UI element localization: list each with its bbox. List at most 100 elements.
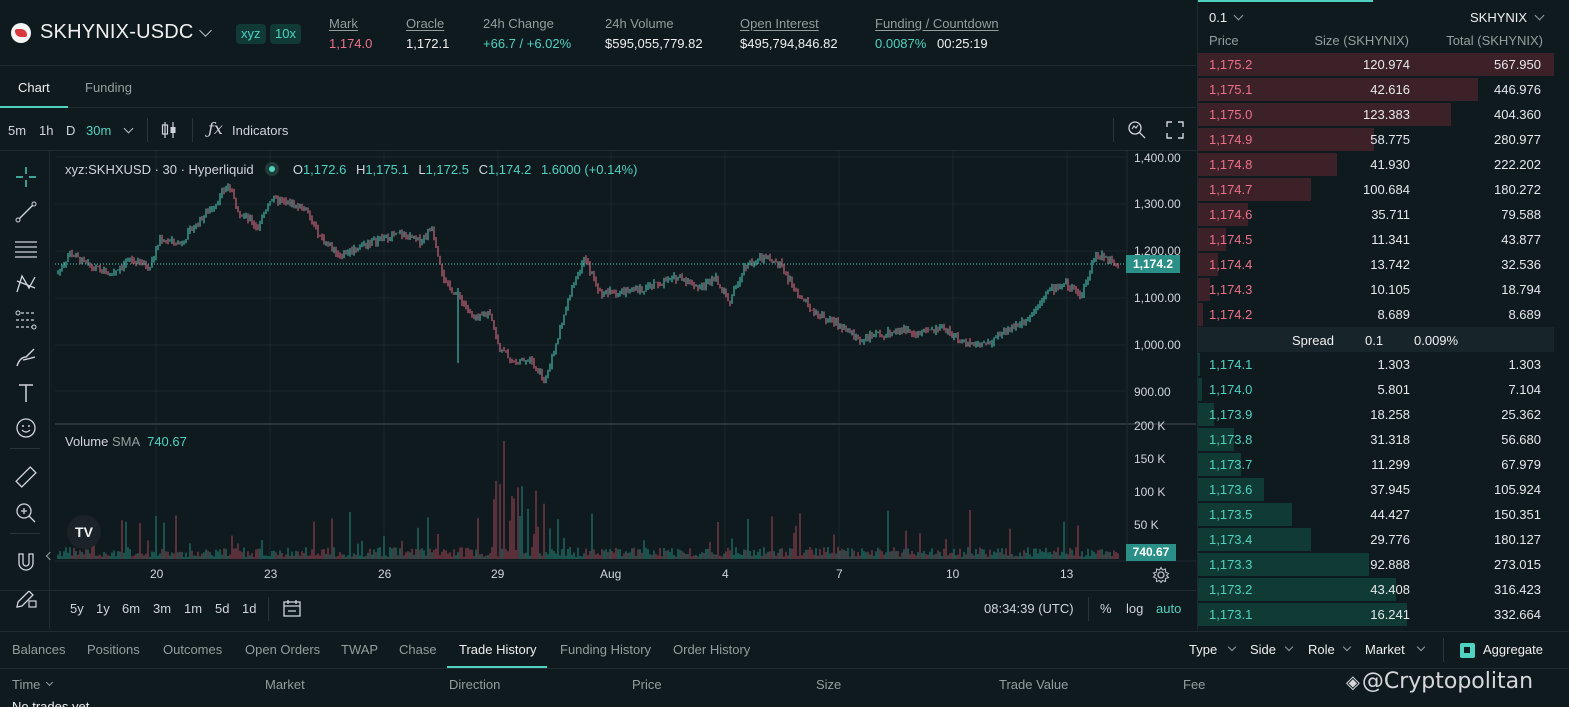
orderbook-price[interactable]: 1,174.8 bbox=[1209, 157, 1253, 172]
ask-row[interactable]: 1,174.9 58.775 280.977 bbox=[1198, 127, 1554, 151]
orderbook-price[interactable]: 1,175.0 bbox=[1209, 107, 1253, 122]
settings-gear-icon[interactable] bbox=[1152, 566, 1170, 584]
sort-chevron-icon[interactable] bbox=[45, 678, 54, 687]
magnet-icon[interactable] bbox=[14, 550, 38, 574]
ruler-icon[interactable] bbox=[14, 465, 38, 489]
bid-row[interactable]: 1,173.7 11.299 67.979 bbox=[1198, 452, 1554, 476]
emoji-icon[interactable] bbox=[14, 416, 38, 440]
tab-twap[interactable]: TWAP bbox=[341, 642, 379, 657]
bid-row[interactable]: 1,173.5 44.427 150.351 bbox=[1198, 502, 1554, 526]
range-1m[interactable]: 1m bbox=[184, 601, 203, 616]
asset-unit-select[interactable]: SKHYNIX bbox=[1470, 10, 1528, 25]
ask-row[interactable]: 1,175.1 42.616 446.976 bbox=[1198, 77, 1554, 101]
oracle-label[interactable]: Oracle bbox=[406, 16, 445, 31]
open-interest-label[interactable]: Open Interest bbox=[740, 16, 819, 31]
orderbook-price[interactable]: 1,175.2 bbox=[1209, 57, 1253, 72]
bid-row[interactable]: 1,173.3 92.888 273.015 bbox=[1198, 552, 1554, 576]
orderbook-price[interactable]: 1,173.5 bbox=[1209, 507, 1253, 522]
filter-type[interactable]: Type bbox=[1189, 642, 1218, 657]
col-time[interactable]: Time bbox=[12, 677, 41, 692]
timeframe-30m[interactable]: 30m bbox=[86, 123, 112, 138]
bid-row[interactable]: 1,173.6 37.945 105.924 bbox=[1198, 477, 1554, 501]
orderbook-price[interactable]: 1,173.4 bbox=[1209, 532, 1253, 547]
orderbook-price[interactable]: 1,174.4 bbox=[1209, 257, 1253, 272]
percent-toggle[interactable]: % bbox=[1100, 601, 1112, 616]
chart-area[interactable]: 5m 1h D 30m ƒx Indicators bbox=[0, 109, 1196, 630]
orderbook-price[interactable]: 1,174.1 bbox=[1209, 357, 1253, 372]
chevron-down-icon[interactable] bbox=[1227, 642, 1237, 652]
range-5d[interactable]: 5d bbox=[215, 601, 230, 616]
chevron-down-icon[interactable] bbox=[1342, 642, 1352, 652]
orderbook-price[interactable]: 1,174.0 bbox=[1209, 382, 1253, 397]
orderbook-price[interactable]: 1,174.5 bbox=[1209, 232, 1253, 247]
ask-row[interactable]: 1,174.3 10.105 18.794 bbox=[1198, 277, 1554, 301]
filter-role[interactable]: Role bbox=[1308, 642, 1335, 657]
leverage-badge[interactable]: 10x bbox=[270, 24, 301, 44]
log-toggle[interactable]: log bbox=[1126, 601, 1144, 616]
date-range-icon[interactable] bbox=[282, 599, 302, 617]
tab-funding[interactable]: Funding bbox=[85, 80, 132, 95]
ask-row[interactable]: 1,174.2 8.689 8.689 bbox=[1198, 302, 1554, 326]
tab-funding-history[interactable]: Funding History bbox=[560, 642, 652, 657]
aggregate-checkbox[interactable] bbox=[1460, 643, 1475, 658]
price-chart[interactable] bbox=[0, 109, 1196, 630]
auto-toggle[interactable]: auto bbox=[1156, 601, 1182, 616]
candles-icon[interactable] bbox=[160, 121, 178, 139]
tab-trade-history[interactable]: Trade History bbox=[459, 642, 537, 657]
orderbook-price[interactable]: 1,173.6 bbox=[1209, 482, 1253, 497]
ask-row[interactable]: 1,175.0 123.383 404.360 bbox=[1198, 102, 1554, 126]
timeframe-d[interactable]: D bbox=[66, 123, 76, 138]
bid-row[interactable]: 1,173.4 29.776 180.127 bbox=[1198, 527, 1554, 551]
orderbook-price[interactable]: 1,173.3 bbox=[1209, 557, 1253, 572]
pattern-icon[interactable] bbox=[14, 272, 38, 296]
funding-label[interactable]: Funding / Countdown bbox=[875, 16, 999, 31]
bid-row[interactable]: 1,173.1 16.241 332.664 bbox=[1198, 602, 1554, 626]
range-3m[interactable]: 3m bbox=[153, 601, 172, 616]
tick-size-select[interactable]: 0.1 bbox=[1209, 10, 1228, 25]
chevron-down-icon[interactable] bbox=[1416, 642, 1426, 652]
crosshair-icon[interactable] bbox=[14, 165, 38, 189]
filter-market[interactable]: Market bbox=[1365, 642, 1405, 657]
tab-positions[interactable]: Positions bbox=[87, 642, 140, 657]
bid-row[interactable]: 1,173.9 18.258 25.362 bbox=[1198, 402, 1554, 426]
mark-label[interactable]: Mark bbox=[329, 16, 358, 31]
tradingview-logo[interactable]: TV bbox=[67, 515, 101, 549]
orderbook-price[interactable]: 1,173.1 bbox=[1209, 607, 1253, 622]
pencil-lock-icon[interactable] bbox=[14, 586, 38, 610]
filter-side[interactable]: Side bbox=[1250, 642, 1277, 657]
tab-chart[interactable]: Chart bbox=[18, 80, 50, 95]
timeframe-1h[interactable]: 1h bbox=[39, 123, 54, 138]
bid-row[interactable]: 1,173.2 43.408 316.423 bbox=[1198, 577, 1554, 601]
orderbook-price[interactable]: 1,174.9 bbox=[1209, 132, 1253, 147]
tab-open-orders[interactable]: Open Orders bbox=[245, 642, 321, 657]
utc-clock[interactable]: 08:34:39 (UTC) bbox=[984, 601, 1074, 616]
chevron-down-icon[interactable] bbox=[199, 24, 212, 37]
bid-row[interactable]: 1,174.0 5.801 7.104 bbox=[1198, 377, 1554, 401]
ask-row[interactable]: 1,174.8 41.930 222.202 bbox=[1198, 152, 1554, 176]
orderbook-price[interactable]: 1,175.1 bbox=[1209, 82, 1253, 97]
trend-line-icon[interactable] bbox=[14, 200, 38, 224]
ask-row[interactable]: 1,174.4 13.742 32.536 bbox=[1198, 252, 1554, 276]
horizontal-lines-icon[interactable] bbox=[14, 236, 38, 260]
orderbook-price[interactable]: 1,174.6 bbox=[1209, 207, 1253, 222]
indicators-button[interactable]: Indicators bbox=[232, 123, 289, 138]
chevron-down-icon[interactable] bbox=[1284, 642, 1294, 652]
tab-chase[interactable]: Chase bbox=[399, 642, 437, 657]
orderbook-price[interactable]: 1,173.7 bbox=[1209, 457, 1253, 472]
ask-row[interactable]: 1,174.5 11.341 43.877 bbox=[1198, 227, 1554, 251]
timeframe-5m[interactable]: 5m bbox=[8, 123, 27, 138]
brush-icon[interactable] bbox=[14, 345, 38, 369]
orderbook-price[interactable]: 1,174.3 bbox=[1209, 282, 1253, 297]
bid-row[interactable]: 1,174.1 1.303 1.303 bbox=[1198, 352, 1554, 376]
text-tool-icon[interactable] bbox=[14, 381, 38, 405]
pair-title[interactable]: SKHYNIX-USDC bbox=[40, 21, 194, 43]
chevron-down-icon[interactable] bbox=[1233, 10, 1244, 21]
bid-row[interactable]: 1,173.8 31.318 56.680 bbox=[1198, 427, 1554, 451]
tab-outcomes[interactable]: Outcomes bbox=[163, 642, 223, 657]
orderbook-price[interactable]: 1,174.7 bbox=[1209, 182, 1253, 197]
ask-row[interactable]: 1,175.2 120.974 567.950 bbox=[1198, 52, 1554, 76]
fib-tool-icon[interactable] bbox=[14, 308, 38, 332]
range-5y[interactable]: 5y bbox=[70, 601, 84, 616]
orderbook-price[interactable]: 1,174.2 bbox=[1209, 307, 1253, 322]
range-1y[interactable]: 1y bbox=[96, 601, 110, 616]
